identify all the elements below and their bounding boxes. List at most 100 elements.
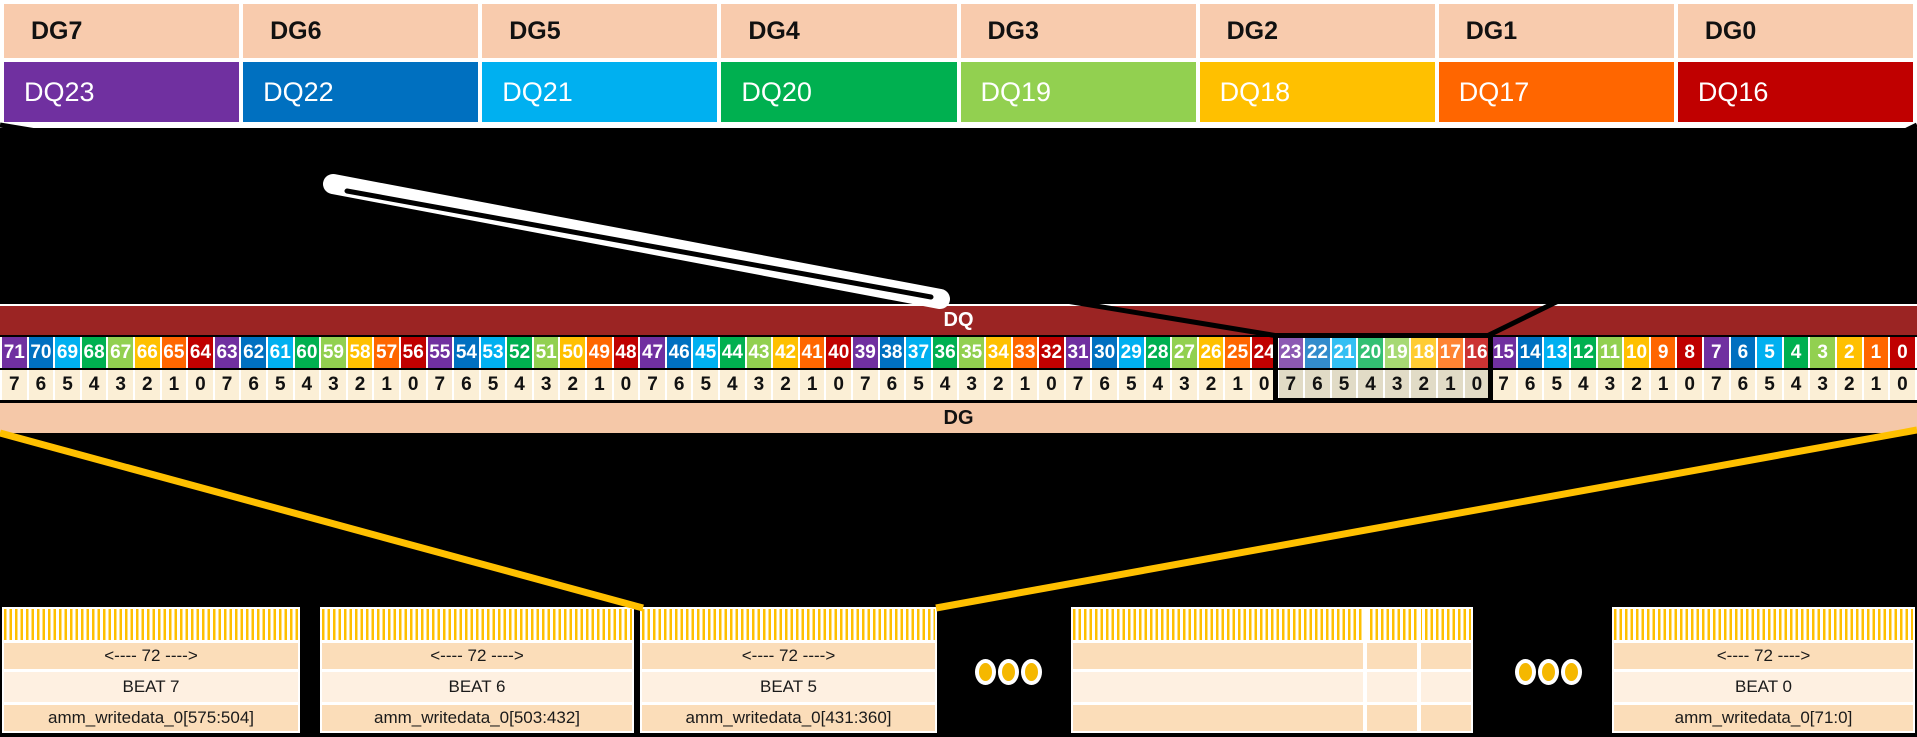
bit-cell-35: 35: [959, 337, 984, 368]
lane-cell: 4: [1783, 370, 1809, 400]
lane-cell: 4: [1358, 370, 1383, 400]
lane-cell: 5: [1118, 370, 1144, 400]
lane-cell: 5: [267, 370, 293, 400]
signal-label: amm_writedata_0[503:432]: [322, 705, 632, 731]
bit-cell-26: 26: [1198, 337, 1224, 368]
bit-cell-25: 25: [1225, 337, 1250, 368]
lane-cell: 1: [1012, 370, 1038, 400]
dg-group-cell: DG7: [4, 4, 240, 58]
bit-cell-65: 65: [161, 337, 187, 368]
bit-stripes: [322, 609, 632, 640]
bit-cell-20: 20: [1358, 337, 1383, 368]
lane-cell: 3: [533, 370, 559, 400]
lane-cell: 4: [294, 370, 320, 400]
ellipsis-dot: [1021, 659, 1042, 685]
bit-cell-22: 22: [1305, 337, 1330, 368]
bit-cell-67: 67: [108, 337, 133, 368]
lane-cell: 0: [1251, 370, 1277, 400]
dq-lane-cell: DQ21: [482, 62, 718, 122]
bit-cell-40: 40: [826, 337, 851, 368]
lane-cell: 2: [1411, 370, 1437, 400]
lane-cell: 2: [1198, 370, 1224, 400]
lane-cell: 6: [666, 370, 692, 400]
bit-cell-56: 56: [400, 337, 426, 368]
beat-box-7: <---- 72 ----> BEAT 7 amm_writedata_0[57…: [2, 607, 300, 733]
bit-cell-49: 49: [587, 337, 612, 368]
lane-cell: 4: [720, 370, 745, 400]
lane-cell: 3: [321, 370, 346, 400]
lane-cell: 5: [1331, 370, 1357, 400]
beat-box-continuation: [1071, 607, 1473, 733]
dq-group-table: DG7 DG6 DG5 DG4 DG3 DG2 DG1 DG0 DQ23 DQ22 DQ21 DQ20…: [0, 0, 1917, 128]
lane-cell: 1: [587, 370, 612, 400]
bit-cell-53: 53: [480, 337, 506, 368]
dq-lane-cell: DQ22: [243, 62, 479, 122]
lane-cell: 7: [427, 370, 453, 400]
signal-label: amm_writedata_0[431:360]: [642, 705, 935, 731]
funnel-line-left: [0, 429, 644, 612]
lane-cell: 1: [161, 370, 187, 400]
signal-label: amm_writedata_0[71:0]: [1614, 705, 1913, 731]
lane-cell: 0: [1677, 370, 1702, 400]
dq-header-bar: DQ: [0, 304, 1917, 335]
lane-cell: 5: [1544, 370, 1570, 400]
bit-cell-63: 63: [214, 337, 240, 368]
bit-cell-14: 14: [1517, 337, 1543, 368]
dq-lane-cell: DQ18: [1199, 62, 1435, 122]
lane-cell: 2: [347, 370, 373, 400]
lane-cell: 6: [879, 370, 905, 400]
bit-cell-17: 17: [1438, 337, 1463, 368]
dq-lane-cell: DQ20: [721, 62, 957, 122]
bit-cell-31: 31: [1065, 337, 1091, 368]
beat-label: BEAT 7: [4, 672, 298, 702]
bit-cell-4: 4: [1783, 337, 1809, 368]
bit-cell-13: 13: [1544, 337, 1570, 368]
lane-cell: 7: [640, 370, 665, 400]
lane-cell: 7: [853, 370, 878, 400]
bit-cell-39: 39: [853, 337, 878, 368]
lane-cell: 6: [1305, 370, 1330, 400]
bit-cell-12: 12: [1571, 337, 1596, 368]
lane-cell: 5: [480, 370, 506, 400]
bit-cell-44: 44: [720, 337, 745, 368]
ellipsis-dot: [975, 659, 996, 685]
bit-cell-19: 19: [1384, 337, 1410, 368]
bit-cell-45: 45: [693, 337, 719, 368]
bit-stripes: [1073, 609, 1471, 640]
beat-label: BEAT 5: [642, 672, 935, 702]
lane-cell: 2: [773, 370, 798, 400]
lane-cell: 4: [1145, 370, 1171, 400]
bit-cell-58: 58: [347, 337, 373, 368]
lane-cell: 3: [1384, 370, 1410, 400]
bit-number-row: 71 70 69 68 67 66 65 64 63 62 61 60 59 58 57 56 55 54 53 52…: [0, 337, 1917, 368]
lane-cell: 4: [932, 370, 958, 400]
bit-cell-68: 68: [81, 337, 107, 368]
lane-cell: 6: [241, 370, 266, 400]
bit-cell-36: 36: [932, 337, 958, 368]
dg-group-cell: DG4: [721, 4, 957, 58]
bit-cell-47: 47: [640, 337, 665, 368]
bit-cell-33: 33: [1012, 337, 1038, 368]
bit-cell-57: 57: [374, 337, 399, 368]
lane-cell: 3: [1597, 370, 1623, 400]
signal-label: amm_writedata_0[575:504]: [4, 705, 298, 731]
lane-cell: 5: [55, 370, 80, 400]
bit-cell-61: 61: [267, 337, 293, 368]
ellipsis-dot: [1561, 659, 1582, 685]
lane-cell: 1: [1438, 370, 1463, 400]
bit-cell-18: 18: [1411, 337, 1437, 368]
lane-cell: 6: [1730, 370, 1756, 400]
column-separator: [1363, 609, 1367, 731]
lane-cell: 5: [1757, 370, 1782, 400]
bit-cell-28: 28: [1145, 337, 1171, 368]
lane-cell: 7: [214, 370, 240, 400]
lane-cell: 0: [1890, 370, 1915, 400]
bit-stripes: [1614, 609, 1913, 640]
lane-cell: 7: [2, 370, 27, 400]
dg-footer-bar: DG: [0, 403, 1917, 433]
width-label: <---- 72 ---->: [1614, 643, 1913, 669]
lane-cell: 0: [188, 370, 213, 400]
lane-cell: 7: [1491, 370, 1516, 400]
width-label: <---- 72 ---->: [322, 643, 632, 669]
width-label: <---- 72 ---->: [4, 643, 298, 669]
